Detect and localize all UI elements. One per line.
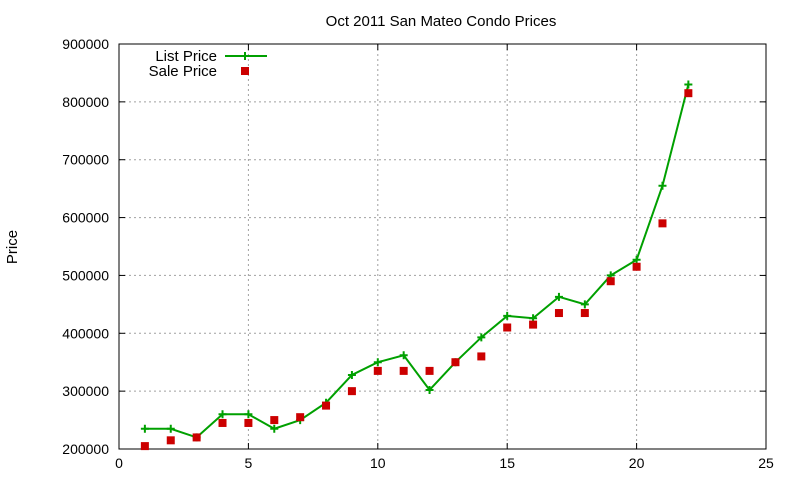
sale-price-point (322, 401, 331, 410)
list-price-point (503, 311, 512, 320)
chart-title: Oct 2011 San Mateo Condo Prices (326, 13, 557, 30)
sale-price-point (166, 436, 175, 445)
sale-price-point (477, 352, 486, 361)
list-price-point (347, 370, 356, 379)
sale-price-point (244, 418, 253, 427)
list-price-point (554, 292, 563, 301)
list-price-point (140, 424, 149, 433)
sale-price-point (192, 433, 201, 442)
list-price-point (425, 385, 434, 394)
y-axis-label: Price (4, 230, 21, 264)
y-tick-label: 900000 (62, 36, 109, 52)
sale-price-point (347, 387, 356, 396)
x-tick-label: 25 (758, 455, 774, 471)
x-tick-label: 10 (370, 455, 386, 471)
legend-marker-sale-price (241, 67, 249, 75)
y-tick-label: 600000 (62, 210, 109, 226)
legend-label-sale-price: Sale Price (149, 63, 217, 80)
sale-price-point (503, 323, 512, 332)
list-price-point (658, 181, 667, 190)
y-tick-label: 300000 (62, 383, 109, 399)
legend: List Price Sale Price (149, 48, 267, 80)
sale-price-point (580, 309, 589, 318)
y-tick-label: 200000 (62, 441, 109, 457)
axis-ticks: 0 5 10 15 20 25 200000 300000 400000 500000 600000… (62, 36, 774, 471)
sale-price-point (373, 366, 382, 375)
sale-price-point (399, 366, 408, 375)
sale-price-point (218, 418, 227, 427)
y-tick-label: 500000 (62, 267, 109, 283)
sale-price-point (425, 366, 434, 375)
list-price-point (166, 424, 175, 433)
sale-price-point (451, 358, 460, 367)
x-tick-label: 15 (499, 455, 515, 471)
sale-price-point (658, 219, 667, 228)
series (140, 80, 693, 451)
x-tick-label: 0 (115, 455, 123, 471)
x-tick-label: 5 (245, 455, 253, 471)
sale-price-point (296, 413, 305, 422)
list-price-point (244, 410, 253, 419)
plot-frame (118, 43, 767, 450)
list-price-point (684, 80, 693, 89)
y-tick-label: 700000 (62, 152, 109, 168)
x-tick-label: 20 (629, 455, 645, 471)
list-price-point (580, 300, 589, 309)
sale-price-point (270, 416, 279, 425)
legend-label-list-price: List Price (155, 48, 217, 65)
list-price-point (270, 424, 279, 433)
list-price-point (218, 410, 227, 419)
list-price-point (373, 358, 382, 367)
sale-price-point (140, 442, 149, 451)
list-price-point (477, 333, 486, 342)
sale-price-point (529, 320, 538, 329)
list-price-point (632, 255, 641, 264)
y-tick-label: 800000 (62, 94, 109, 110)
sale-price-point (684, 89, 693, 98)
list-price-line (144, 84, 690, 439)
sale-price-point (606, 277, 615, 286)
y-tick-label: 400000 (62, 325, 109, 341)
legend-marker-list-price (241, 52, 249, 60)
sale-price-point (554, 309, 563, 318)
list-price-point (399, 351, 408, 360)
sale-price-point (632, 262, 641, 271)
grid (119, 44, 766, 449)
